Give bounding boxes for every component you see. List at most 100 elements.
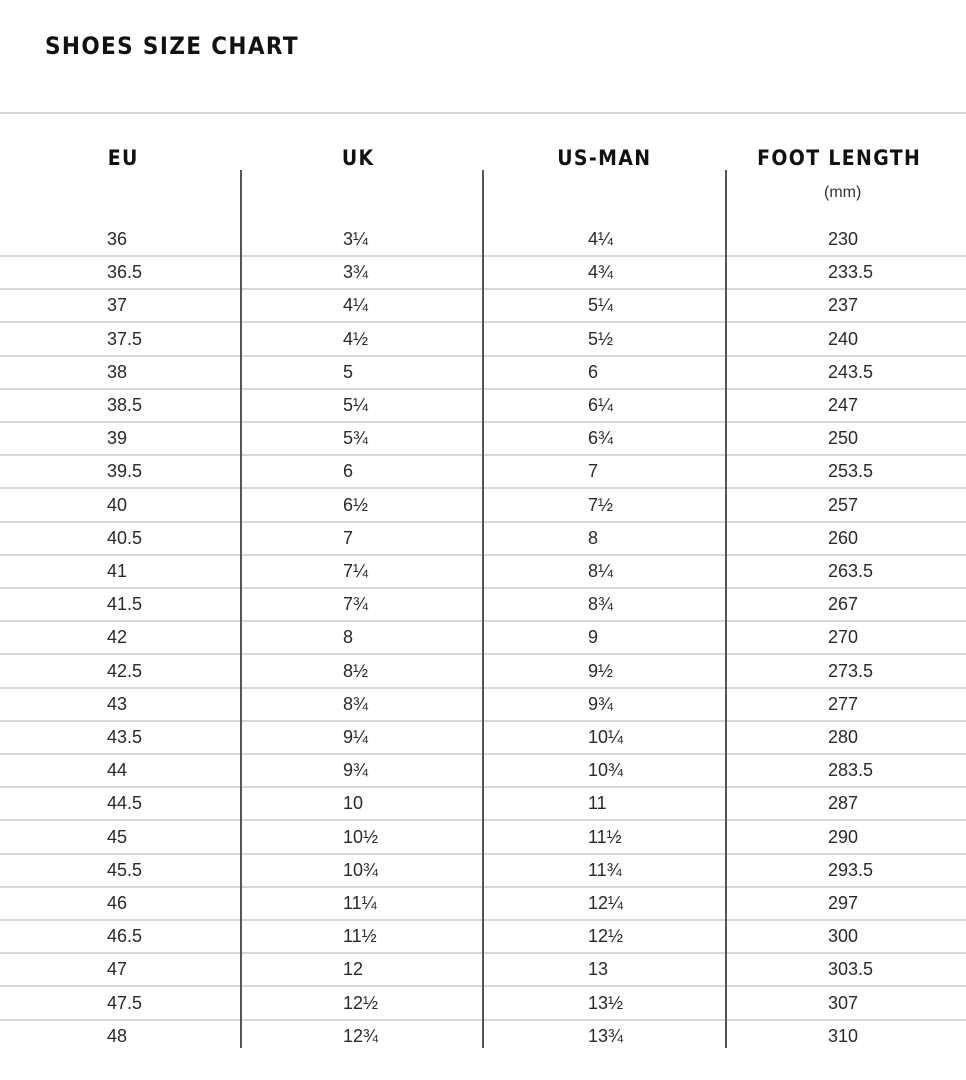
- cell-us: 9: [588, 627, 599, 648]
- cell-uk: 10: [343, 793, 364, 814]
- column-divider: [482, 170, 484, 1048]
- cell-uk: 12¾: [343, 1025, 379, 1046]
- title-divider: [0, 112, 966, 114]
- cell-uk: 7¾: [343, 594, 369, 615]
- cell-us: 7: [588, 461, 599, 482]
- cell-us: 11: [588, 793, 607, 814]
- cell-uk: 7¼: [343, 561, 369, 581]
- cell-us: 9¾: [588, 693, 614, 714]
- cell-foot: 230: [828, 229, 859, 249]
- cell-us: 5¼: [588, 295, 614, 316]
- cell-eu: 40.5: [107, 527, 143, 548]
- cell-us: 5½: [588, 328, 614, 349]
- cell-eu: 44: [107, 760, 128, 781]
- column-divider: [725, 170, 727, 1048]
- cell-us: 4¼: [588, 229, 614, 249]
- cell-uk: 5: [343, 361, 354, 382]
- cell-eu: 42: [107, 627, 128, 648]
- cell-eu: 40: [107, 494, 128, 515]
- cell-eu: 45: [107, 826, 128, 847]
- cell-uk: 6½: [343, 494, 369, 515]
- cell-uk: 10½: [343, 826, 379, 847]
- cell-uk: 9¾: [343, 760, 369, 781]
- cell-uk: 5¼: [343, 395, 369, 415]
- cell-foot: 297: [828, 893, 859, 913]
- cell-foot: 303.5: [828, 959, 874, 980]
- cell-foot: 250: [828, 428, 859, 449]
- cell-eu: 41: [107, 561, 128, 581]
- cell-us: 11¾: [588, 859, 622, 880]
- cell-uk: 12: [343, 959, 364, 980]
- cell-eu: 39.5: [107, 461, 143, 482]
- header-foot-length-unit: (mm): [824, 184, 862, 201]
- page-title: SHOES SIZE CHART: [45, 32, 300, 60]
- cell-eu: 37.5: [107, 328, 143, 349]
- header-eu: EU: [107, 146, 139, 170]
- header-us-man: US-MAN: [557, 146, 652, 170]
- cell-eu: 41.5: [107, 594, 143, 615]
- cell-uk: 9¼: [343, 727, 369, 747]
- cell-uk: 3¾: [343, 262, 369, 283]
- cell-us: 13¾: [588, 1025, 624, 1046]
- cell-uk: 8½: [343, 660, 369, 681]
- cell-uk: 6: [343, 461, 354, 482]
- cell-us: 8: [588, 527, 599, 548]
- cell-uk: 12½: [343, 992, 379, 1013]
- cell-foot: 293.5: [828, 859, 874, 880]
- cell-us: 4¾: [588, 262, 614, 283]
- cell-foot: 310: [828, 1025, 859, 1046]
- cell-eu: 46: [107, 893, 128, 913]
- cell-us: 13½: [588, 992, 624, 1013]
- cell-foot: 257: [828, 494, 859, 515]
- cell-uk: 10¾: [343, 859, 379, 880]
- cell-eu: 48: [107, 1025, 128, 1046]
- table-row: 48 12¾ 13¾ 310: [0, 1021, 966, 1054]
- cell-uk: 4¼: [343, 295, 369, 316]
- cell-eu: 38: [107, 361, 128, 382]
- cell-uk: 7: [343, 527, 354, 548]
- header-foot-length: FOOT LENGTH: [757, 146, 922, 170]
- cell-foot: 283.5: [828, 760, 874, 781]
- cell-foot: 273.5: [828, 660, 874, 681]
- cell-uk: 4½: [343, 328, 369, 349]
- cell-us: 12¼: [588, 893, 624, 913]
- cell-uk: 5¾: [343, 428, 369, 449]
- cell-eu: 43: [107, 693, 128, 714]
- cell-eu: 47.5: [107, 992, 143, 1013]
- header-uk: UK: [341, 146, 375, 170]
- cell-eu: 43.5: [107, 727, 143, 747]
- cell-foot: 287: [828, 793, 859, 814]
- cell-us: 8¾: [588, 594, 614, 615]
- cell-us: 11½: [588, 826, 622, 847]
- cell-foot: 260: [828, 527, 859, 548]
- cell-foot: 267: [828, 594, 859, 615]
- cell-eu: 38.5: [107, 395, 143, 415]
- cell-foot: 307: [828, 992, 859, 1013]
- cell-eu: 42.5: [107, 660, 143, 681]
- column-divider: [240, 170, 242, 1048]
- cell-eu: 39: [107, 428, 128, 449]
- cell-us: 6¾: [588, 428, 614, 449]
- cell-uk: 11½: [343, 926, 377, 947]
- cell-foot: 253.5: [828, 461, 874, 482]
- cell-foot: 277: [828, 693, 859, 714]
- cell-us: 9½: [588, 660, 614, 681]
- cell-eu: 37: [107, 295, 128, 316]
- cell-foot: 280: [828, 727, 859, 747]
- cell-uk: 11¼: [343, 893, 377, 913]
- cell-eu: 46.5: [107, 926, 143, 947]
- cell-uk: 3¼: [343, 229, 369, 249]
- cell-uk: 8¾: [343, 693, 369, 714]
- cell-foot: 300: [828, 926, 859, 947]
- cell-foot: 290: [828, 826, 859, 847]
- cell-us: 6: [588, 361, 599, 382]
- cell-us: 13: [588, 959, 609, 980]
- cell-us: 6¼: [588, 395, 614, 415]
- cell-eu: 44.5: [107, 793, 143, 814]
- cell-foot: 270: [828, 627, 859, 648]
- cell-eu: 45.5: [107, 859, 143, 880]
- cell-us: 7½: [588, 494, 614, 515]
- cell-foot: 247: [828, 395, 859, 415]
- cell-us: 10¾: [588, 760, 624, 781]
- cell-us: 12½: [588, 926, 624, 947]
